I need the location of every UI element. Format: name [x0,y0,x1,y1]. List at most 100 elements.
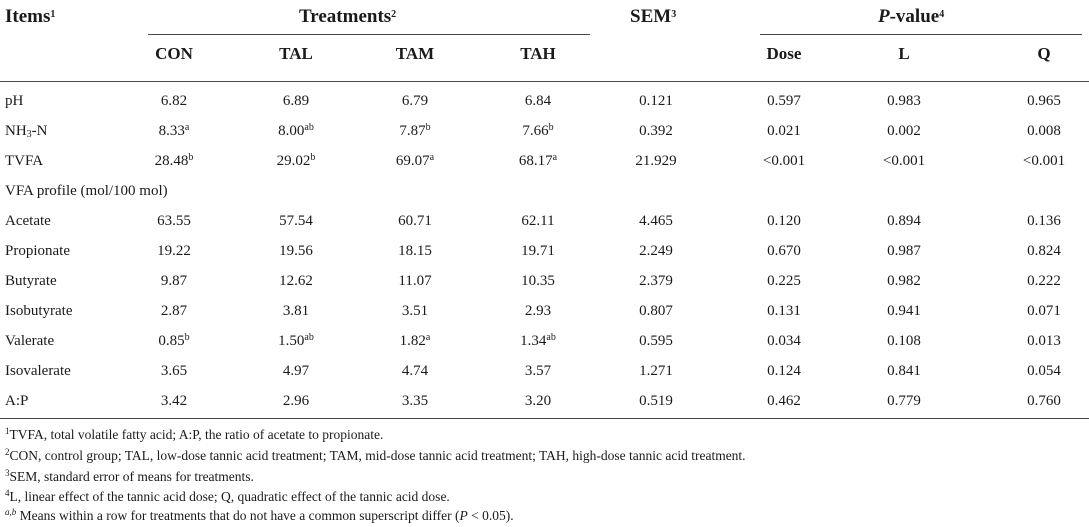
cell-tal: 8.00ab [278,122,314,140]
cell-tam: 3.35 [401,393,429,409]
cell-tah: 7.66b [522,122,554,140]
section-label: VFA profile (mol/100 mol) [5,183,168,199]
table-row: Isovalerate 3.65 4.97 4.74 3.57 1.271 0.… [0,358,1089,388]
row-label: pH [5,93,24,109]
cell-tal: 2.96 [282,393,310,409]
cell-con: 2.87 [160,303,188,319]
cell-sem: 0.595 [639,333,673,349]
cell-q: <0.001 [1022,153,1066,169]
cell-tah: 2.93 [524,303,552,319]
cell-tal: 57.54 [279,213,313,229]
subheader-tal: TAL [279,44,313,63]
cell-tam: 1.82a [399,332,431,350]
cell-dose: 0.670 [767,243,801,259]
cell-dose: 0.462 [767,393,801,409]
subheader-l: L [898,44,910,63]
cell-l: 0.002 [887,123,921,139]
cell-l: 0.983 [887,93,921,109]
subheader-tam: TAM [395,44,435,63]
subheader-q: Q [1037,44,1051,63]
header-pvalue: P-value4 [878,6,945,27]
table-row: pH 6.82 6.89 6.79 6.84 0.121 0.597 0.983… [0,88,1089,118]
cell-tam: 69.07a [395,152,435,170]
cell-sem: 0.392 [639,123,673,139]
cell-dose: 0.021 [767,123,801,139]
row-label: Acetate [5,213,51,229]
cell-dose: 0.597 [767,93,801,109]
cell-tal: 4.97 [282,363,310,379]
table-row: Butyrate 9.87 12.62 11.07 10.35 2.379 0.… [0,268,1089,298]
cell-q: 0.222 [1027,273,1061,289]
footnote-2: 2CON, control group; TAL, low-dose tanni… [5,447,746,464]
cell-sem: 0.519 [639,393,673,409]
footnote-5: a,b Means within a row for treatments th… [5,507,514,524]
cell-tal: 29.02b [276,152,316,170]
subheader-con: CON [155,44,193,63]
cell-sem: 4.465 [639,213,673,229]
cell-l: <0.001 [882,153,926,169]
cell-q: 0.008 [1027,123,1061,139]
cell-tah: 19.71 [521,243,555,259]
cell-sem: 2.379 [639,273,673,289]
table-row: Acetate 63.55 57.54 60.71 62.11 4.465 0.… [0,208,1089,238]
cell-dose: 0.131 [767,303,801,319]
table-row: Valerate 0.85b 1.50ab 1.82a 1.34ab 0.595… [0,328,1089,358]
row-label: A:P [5,393,29,409]
cell-dose: 0.225 [767,273,801,289]
cell-tam: 4.74 [401,363,429,379]
cell-sem: 1.271 [639,363,673,379]
cell-l: 0.894 [887,213,921,229]
cell-sem: 21.929 [635,153,677,169]
cell-con: 28.48b [154,152,194,170]
cell-tah: 6.84 [524,93,552,109]
cell-tah: 3.20 [524,393,552,409]
header-bottom-rule [0,81,1089,82]
table-section-row: VFA profile (mol/100 mol) [0,178,1089,208]
cell-tah: 62.11 [521,213,555,229]
cell-con: 63.55 [157,213,191,229]
footnote-1: 1TVFA, total volatile fatty acid; A:P, t… [5,426,384,443]
subheader-dose: Dose [766,44,802,63]
cell-dose: 0.124 [767,363,801,379]
cell-con: 8.33a [158,122,190,140]
cell-tah: 1.34ab [520,332,556,350]
cell-l: 0.841 [887,363,921,379]
cell-tah: 10.35 [521,273,555,289]
cell-tal: 19.56 [279,243,313,259]
cell-tam: 11.07 [398,273,432,289]
cell-tah: 68.17a [518,152,558,170]
cell-l: 0.982 [887,273,921,289]
table-row: A:P 3.42 2.96 3.35 3.20 0.519 0.462 0.77… [0,388,1089,418]
header-treatments: Treatments2 [299,6,397,27]
cell-l: 0.987 [887,243,921,259]
table-row: NH3-N 8.33a 8.00ab 7.87b 7.66b 0.392 0.0… [0,118,1089,148]
cell-l: 0.108 [887,333,921,349]
treatments-span-rule [148,34,590,35]
cell-l: 0.779 [887,393,921,409]
footnote-4: 4L, linear effect of the tannic acid dos… [5,488,450,505]
header-items: Items1 [5,6,56,27]
header-sem: SEM3 [630,6,677,27]
cell-con: 3.65 [160,363,188,379]
cell-tam: 7.87b [399,122,431,140]
row-label: Isovalerate [5,363,71,379]
cell-q: 0.824 [1027,243,1061,259]
table-row: TVFA 28.48b 29.02b 69.07a 68.17a 21.929 … [0,148,1089,178]
table-row: Propionate 19.22 19.56 18.15 19.71 2.249… [0,238,1089,268]
cell-dose: 0.120 [767,213,801,229]
cell-q: 0.054 [1027,363,1061,379]
cell-dose: 0.034 [767,333,801,349]
row-label: Valerate [5,333,55,349]
cell-q: 0.760 [1027,393,1061,409]
row-label: Butyrate [5,273,57,289]
cell-con: 19.22 [157,243,191,259]
cell-sem: 2.249 [639,243,673,259]
cell-q: 0.013 [1027,333,1061,349]
cell-q: 0.965 [1027,93,1061,109]
table-bottom-rule [0,418,1089,419]
footnote-3: 3SEM, standard error of means for treatm… [5,468,254,485]
cell-tam: 60.71 [398,213,432,229]
table-row: Isobutyrate 2.87 3.81 3.51 2.93 0.807 0.… [0,298,1089,328]
cell-con: 0.85b [158,332,190,350]
